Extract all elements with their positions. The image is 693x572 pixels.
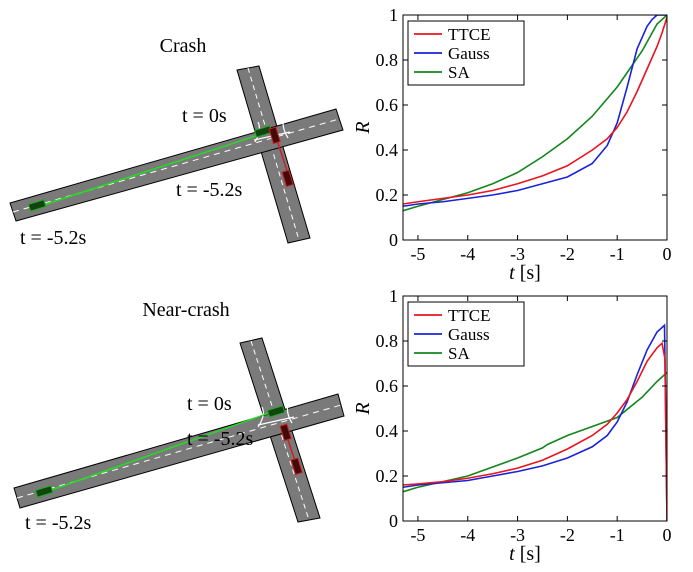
near-crash-ego-car-end bbox=[266, 405, 286, 418]
series-line-ttce bbox=[403, 341, 667, 521]
near-crash-label-other-start: t = -5.2s bbox=[187, 428, 253, 450]
crash-other-car-end bbox=[268, 126, 281, 145]
y-tick-label: 0.2 bbox=[376, 466, 399, 486]
scene-title-crash: Crash bbox=[160, 35, 207, 57]
x-axis-label-var: t bbox=[509, 262, 515, 284]
series-line-sa bbox=[403, 15, 667, 212]
x-tick-label: -1 bbox=[610, 244, 625, 264]
legend-label-gauss: Gauss bbox=[448, 325, 490, 344]
x-tick-label: 0 bbox=[663, 244, 672, 264]
risk-chart-crash: -5 -4 -3 -2 -1 0 0 0.2 0.4 0.6 0.8 1 t [s] R TTCEGauss… bbox=[352, 5, 672, 284]
y-tick-label: 0.4 bbox=[376, 140, 399, 160]
x-tick-label: -2 bbox=[560, 525, 575, 545]
series-line-sa bbox=[403, 371, 667, 493]
crash-label-other-start: t = -5.2s bbox=[176, 179, 242, 201]
x-axis-label-unit: [s] bbox=[515, 262, 541, 284]
x-tick-label: -3 bbox=[510, 244, 525, 264]
x-axis-label-var: t bbox=[509, 543, 515, 565]
legend-label-sa: SA bbox=[448, 63, 470, 82]
crash-crossing-lane-line bbox=[247, 67, 300, 241]
near-crash-label-ego-start: t = -5.2s bbox=[25, 512, 91, 534]
legend-label-gauss: Gauss bbox=[448, 44, 490, 63]
y-tick-label: 0.8 bbox=[376, 331, 399, 351]
risk-chart-near-crash: -5 -4 -3 -2 -1 0 0 0.2 0.4 0.6 0.8 1 t [s] R TTCEGauss… bbox=[352, 286, 672, 565]
x-tick-label: 0 bbox=[663, 525, 672, 545]
y-axis-label: R bbox=[352, 402, 374, 415]
crash-ego-car-start bbox=[27, 199, 47, 212]
crash-label-t0: t = 0s bbox=[182, 105, 227, 127]
x-tick-label: -4 bbox=[460, 244, 475, 264]
crash-label-ego-start: t = -5.2s bbox=[20, 227, 86, 249]
near-crash-scene: Near-crash t = 0s t = -5.2s t = -5.2s bbox=[13, 299, 345, 534]
y-tick-label: 0 bbox=[389, 511, 398, 531]
near-crash-ego-car-start bbox=[34, 485, 54, 498]
y-axis-label: R bbox=[352, 121, 374, 134]
x-axis-label-unit: [s] bbox=[515, 543, 541, 565]
y-tick-label: 0.6 bbox=[376, 95, 399, 115]
crash-ego-trajectory bbox=[36, 133, 263, 208]
x-axis-label: t [s] bbox=[509, 543, 541, 565]
near-crash-intersection-markings bbox=[257, 399, 295, 428]
legend-label-ttce: TTCE bbox=[448, 306, 491, 325]
y-tick-label: 0 bbox=[389, 230, 398, 250]
x-tick-label: -2 bbox=[560, 244, 575, 264]
scene-title-near-crash: Near-crash bbox=[142, 299, 229, 321]
x-axis-label: t [s] bbox=[509, 262, 541, 284]
y-tick-label: 1 bbox=[389, 286, 398, 306]
series-line-ttce bbox=[403, 17, 667, 205]
crash-scene: Crash t = 0s t = -5.2s t = -5.2s bbox=[9, 35, 344, 249]
legend-label-ttce: TTCE bbox=[448, 25, 491, 44]
x-tick-label: -5 bbox=[410, 525, 425, 545]
series-line-gauss bbox=[403, 323, 667, 521]
y-tick-label: 0.2 bbox=[376, 185, 399, 205]
y-tick-label: 0.6 bbox=[376, 376, 399, 396]
near-crash-label-t0: t = 0s bbox=[187, 393, 232, 415]
near-crash-other-car-start bbox=[290, 457, 303, 476]
x-tick-label: -5 bbox=[410, 244, 425, 264]
crash-other-car-start bbox=[281, 169, 294, 188]
legend-box bbox=[407, 301, 525, 367]
y-tick-label: 0.4 bbox=[376, 421, 399, 441]
series-line-gauss bbox=[403, 15, 667, 208]
x-tick-label: -4 bbox=[460, 525, 475, 545]
y-tick-label: 0.8 bbox=[376, 50, 399, 70]
x-tick-label: -3 bbox=[510, 525, 525, 545]
x-tick-label: -1 bbox=[610, 525, 625, 545]
plot-frame bbox=[402, 295, 668, 522]
plot-frame bbox=[402, 14, 668, 241]
y-tick-label: 1 bbox=[389, 5, 398, 25]
near-crash-other-car-end bbox=[279, 423, 292, 442]
near-crash-ego-trajectory bbox=[42, 411, 273, 494]
legend-label-sa: SA bbox=[448, 344, 470, 363]
